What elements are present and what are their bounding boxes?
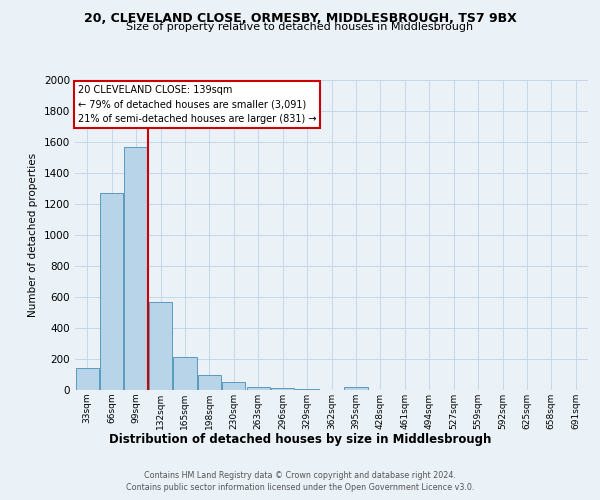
Bar — [149, 302, 172, 390]
Bar — [295, 389, 319, 390]
Bar — [198, 374, 221, 390]
Text: 20, CLEVELAND CLOSE, ORMESBY, MIDDLESBROUGH, TS7 9BX: 20, CLEVELAND CLOSE, ORMESBY, MIDDLESBRO… — [83, 12, 517, 26]
Text: Size of property relative to detached houses in Middlesbrough: Size of property relative to detached ho… — [127, 22, 473, 32]
Text: 20 CLEVELAND CLOSE: 139sqm
← 79% of detached houses are smaller (3,091)
21% of s: 20 CLEVELAND CLOSE: 139sqm ← 79% of deta… — [77, 84, 316, 124]
Bar — [124, 146, 148, 390]
Bar — [344, 387, 368, 390]
Bar — [76, 368, 99, 390]
Text: Distribution of detached houses by size in Middlesbrough: Distribution of detached houses by size … — [109, 432, 491, 446]
Bar — [247, 387, 270, 390]
Bar — [222, 382, 245, 390]
Text: Contains HM Land Registry data © Crown copyright and database right 2024.: Contains HM Land Registry data © Crown c… — [144, 471, 456, 480]
Y-axis label: Number of detached properties: Number of detached properties — [28, 153, 38, 317]
Bar — [173, 356, 197, 390]
Bar — [100, 193, 123, 390]
Bar — [271, 388, 294, 390]
Text: Contains public sector information licensed under the Open Government Licence v3: Contains public sector information licen… — [126, 484, 474, 492]
